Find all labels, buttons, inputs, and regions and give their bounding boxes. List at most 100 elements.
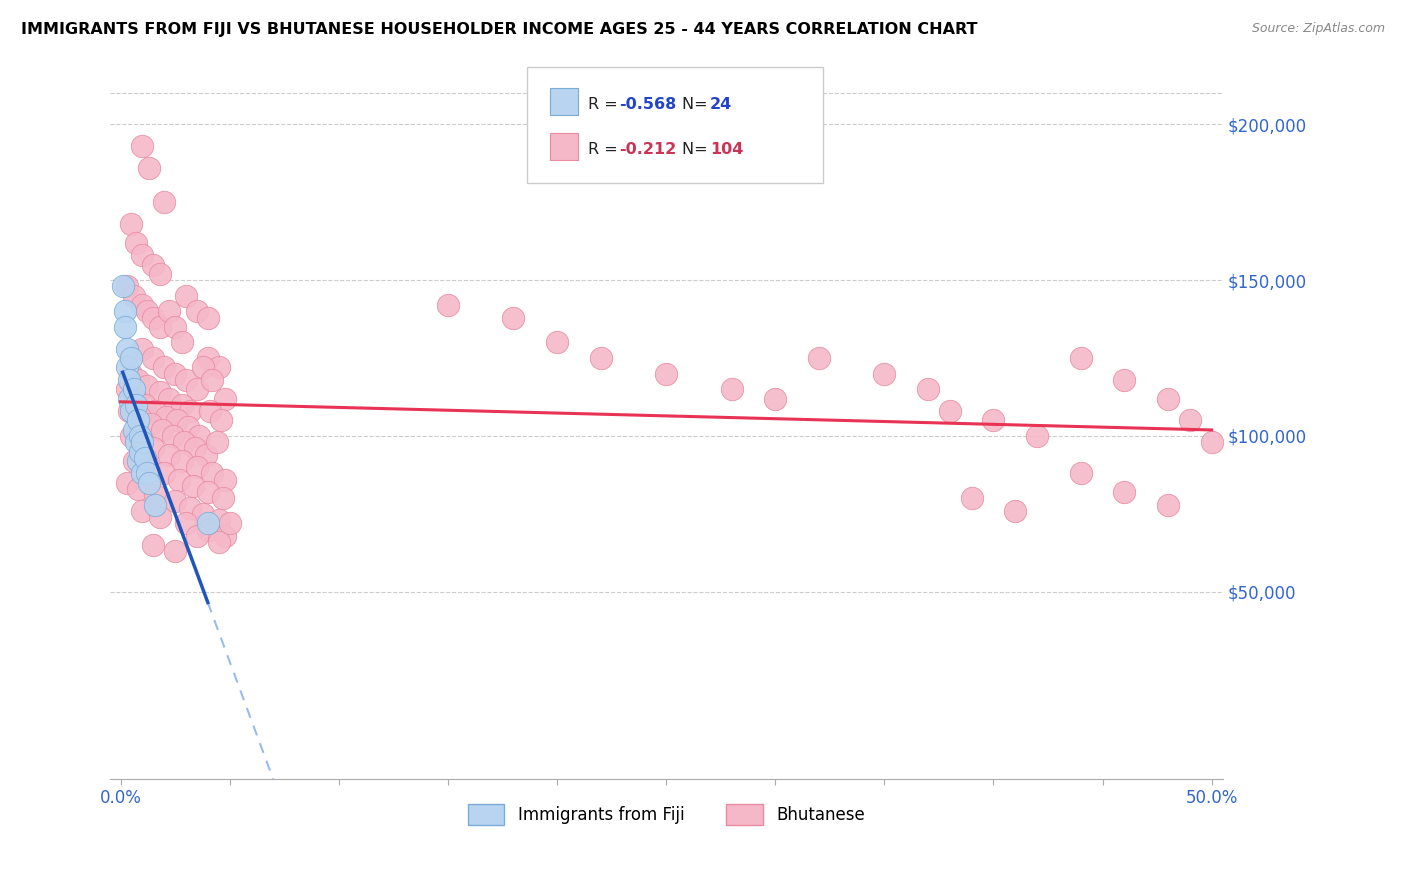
Text: R =: R =	[588, 142, 623, 157]
Point	[183, 442, 205, 456]
Text: 104: 104	[710, 142, 744, 157]
Point	[186, 460, 208, 475]
Text: N=: N=	[682, 142, 713, 157]
Point	[174, 288, 197, 302]
Point	[135, 304, 157, 318]
Point	[120, 217, 142, 231]
Point	[186, 529, 208, 543]
Point	[197, 523, 219, 537]
Point	[166, 413, 188, 427]
Point	[179, 404, 201, 418]
Point	[177, 419, 200, 434]
Point	[142, 442, 165, 456]
Point	[142, 351, 165, 365]
Point	[165, 544, 187, 558]
Point	[131, 467, 153, 481]
Point	[170, 398, 193, 412]
Point	[157, 448, 180, 462]
Point	[129, 410, 152, 425]
Point	[131, 248, 153, 262]
Point	[153, 360, 176, 375]
Point	[127, 482, 149, 496]
Point	[169, 473, 191, 487]
Point	[138, 475, 160, 490]
Point	[197, 310, 219, 325]
Point	[1070, 467, 1092, 481]
Text: -0.212: -0.212	[619, 142, 676, 157]
Point	[983, 413, 1005, 427]
Point	[205, 435, 228, 450]
Point	[122, 423, 145, 437]
Point	[502, 310, 524, 325]
Point	[127, 413, 149, 427]
Point	[188, 429, 211, 443]
Point	[138, 460, 160, 475]
Point	[197, 516, 219, 531]
Point	[1026, 429, 1049, 443]
Point	[125, 235, 148, 250]
Point	[129, 429, 152, 443]
Point	[138, 161, 160, 175]
Point	[165, 367, 187, 381]
Point	[118, 392, 141, 406]
Legend: Immigrants from Fiji, Bhutanese: Immigrants from Fiji, Bhutanese	[460, 796, 873, 834]
Point	[763, 392, 786, 406]
Point	[194, 448, 217, 462]
Point	[181, 479, 204, 493]
Point	[186, 304, 208, 318]
Text: N=: N=	[682, 96, 713, 112]
Point	[214, 473, 236, 487]
Point	[120, 367, 142, 381]
Point	[214, 392, 236, 406]
Point	[655, 367, 678, 381]
Point	[134, 398, 156, 412]
Point	[174, 373, 197, 387]
Point	[589, 351, 612, 365]
Point	[157, 304, 180, 318]
Point	[127, 454, 149, 468]
Point	[118, 404, 141, 418]
Text: -0.568: -0.568	[619, 96, 676, 112]
Point	[149, 319, 172, 334]
Point	[131, 504, 153, 518]
Point	[127, 373, 149, 387]
Point	[198, 404, 221, 418]
Point	[153, 195, 176, 210]
Point	[165, 494, 187, 508]
Point	[165, 319, 187, 334]
Point	[114, 319, 136, 334]
Point	[170, 454, 193, 468]
Point	[145, 488, 167, 502]
Point	[174, 516, 197, 531]
Point	[131, 435, 153, 450]
Point	[1070, 351, 1092, 365]
Point	[122, 454, 145, 468]
Point	[807, 351, 830, 365]
Point	[131, 435, 153, 450]
Point	[125, 398, 148, 412]
Point	[115, 360, 138, 375]
Point	[1201, 435, 1223, 450]
Point	[120, 429, 142, 443]
Point	[157, 392, 180, 406]
Point	[939, 404, 962, 418]
Point	[201, 467, 224, 481]
Point	[1178, 413, 1201, 427]
Point	[214, 529, 236, 543]
Point	[134, 450, 156, 465]
Point	[193, 507, 215, 521]
Text: 24: 24	[710, 96, 733, 112]
Point	[197, 485, 219, 500]
Point	[122, 382, 145, 396]
Point	[114, 304, 136, 318]
Point	[437, 298, 460, 312]
Point	[162, 429, 184, 443]
Point	[149, 510, 172, 524]
Point	[179, 500, 201, 515]
Point	[149, 385, 172, 400]
Point	[142, 310, 165, 325]
Point	[115, 342, 138, 356]
Point	[153, 467, 176, 481]
Point	[149, 267, 172, 281]
Point	[135, 379, 157, 393]
